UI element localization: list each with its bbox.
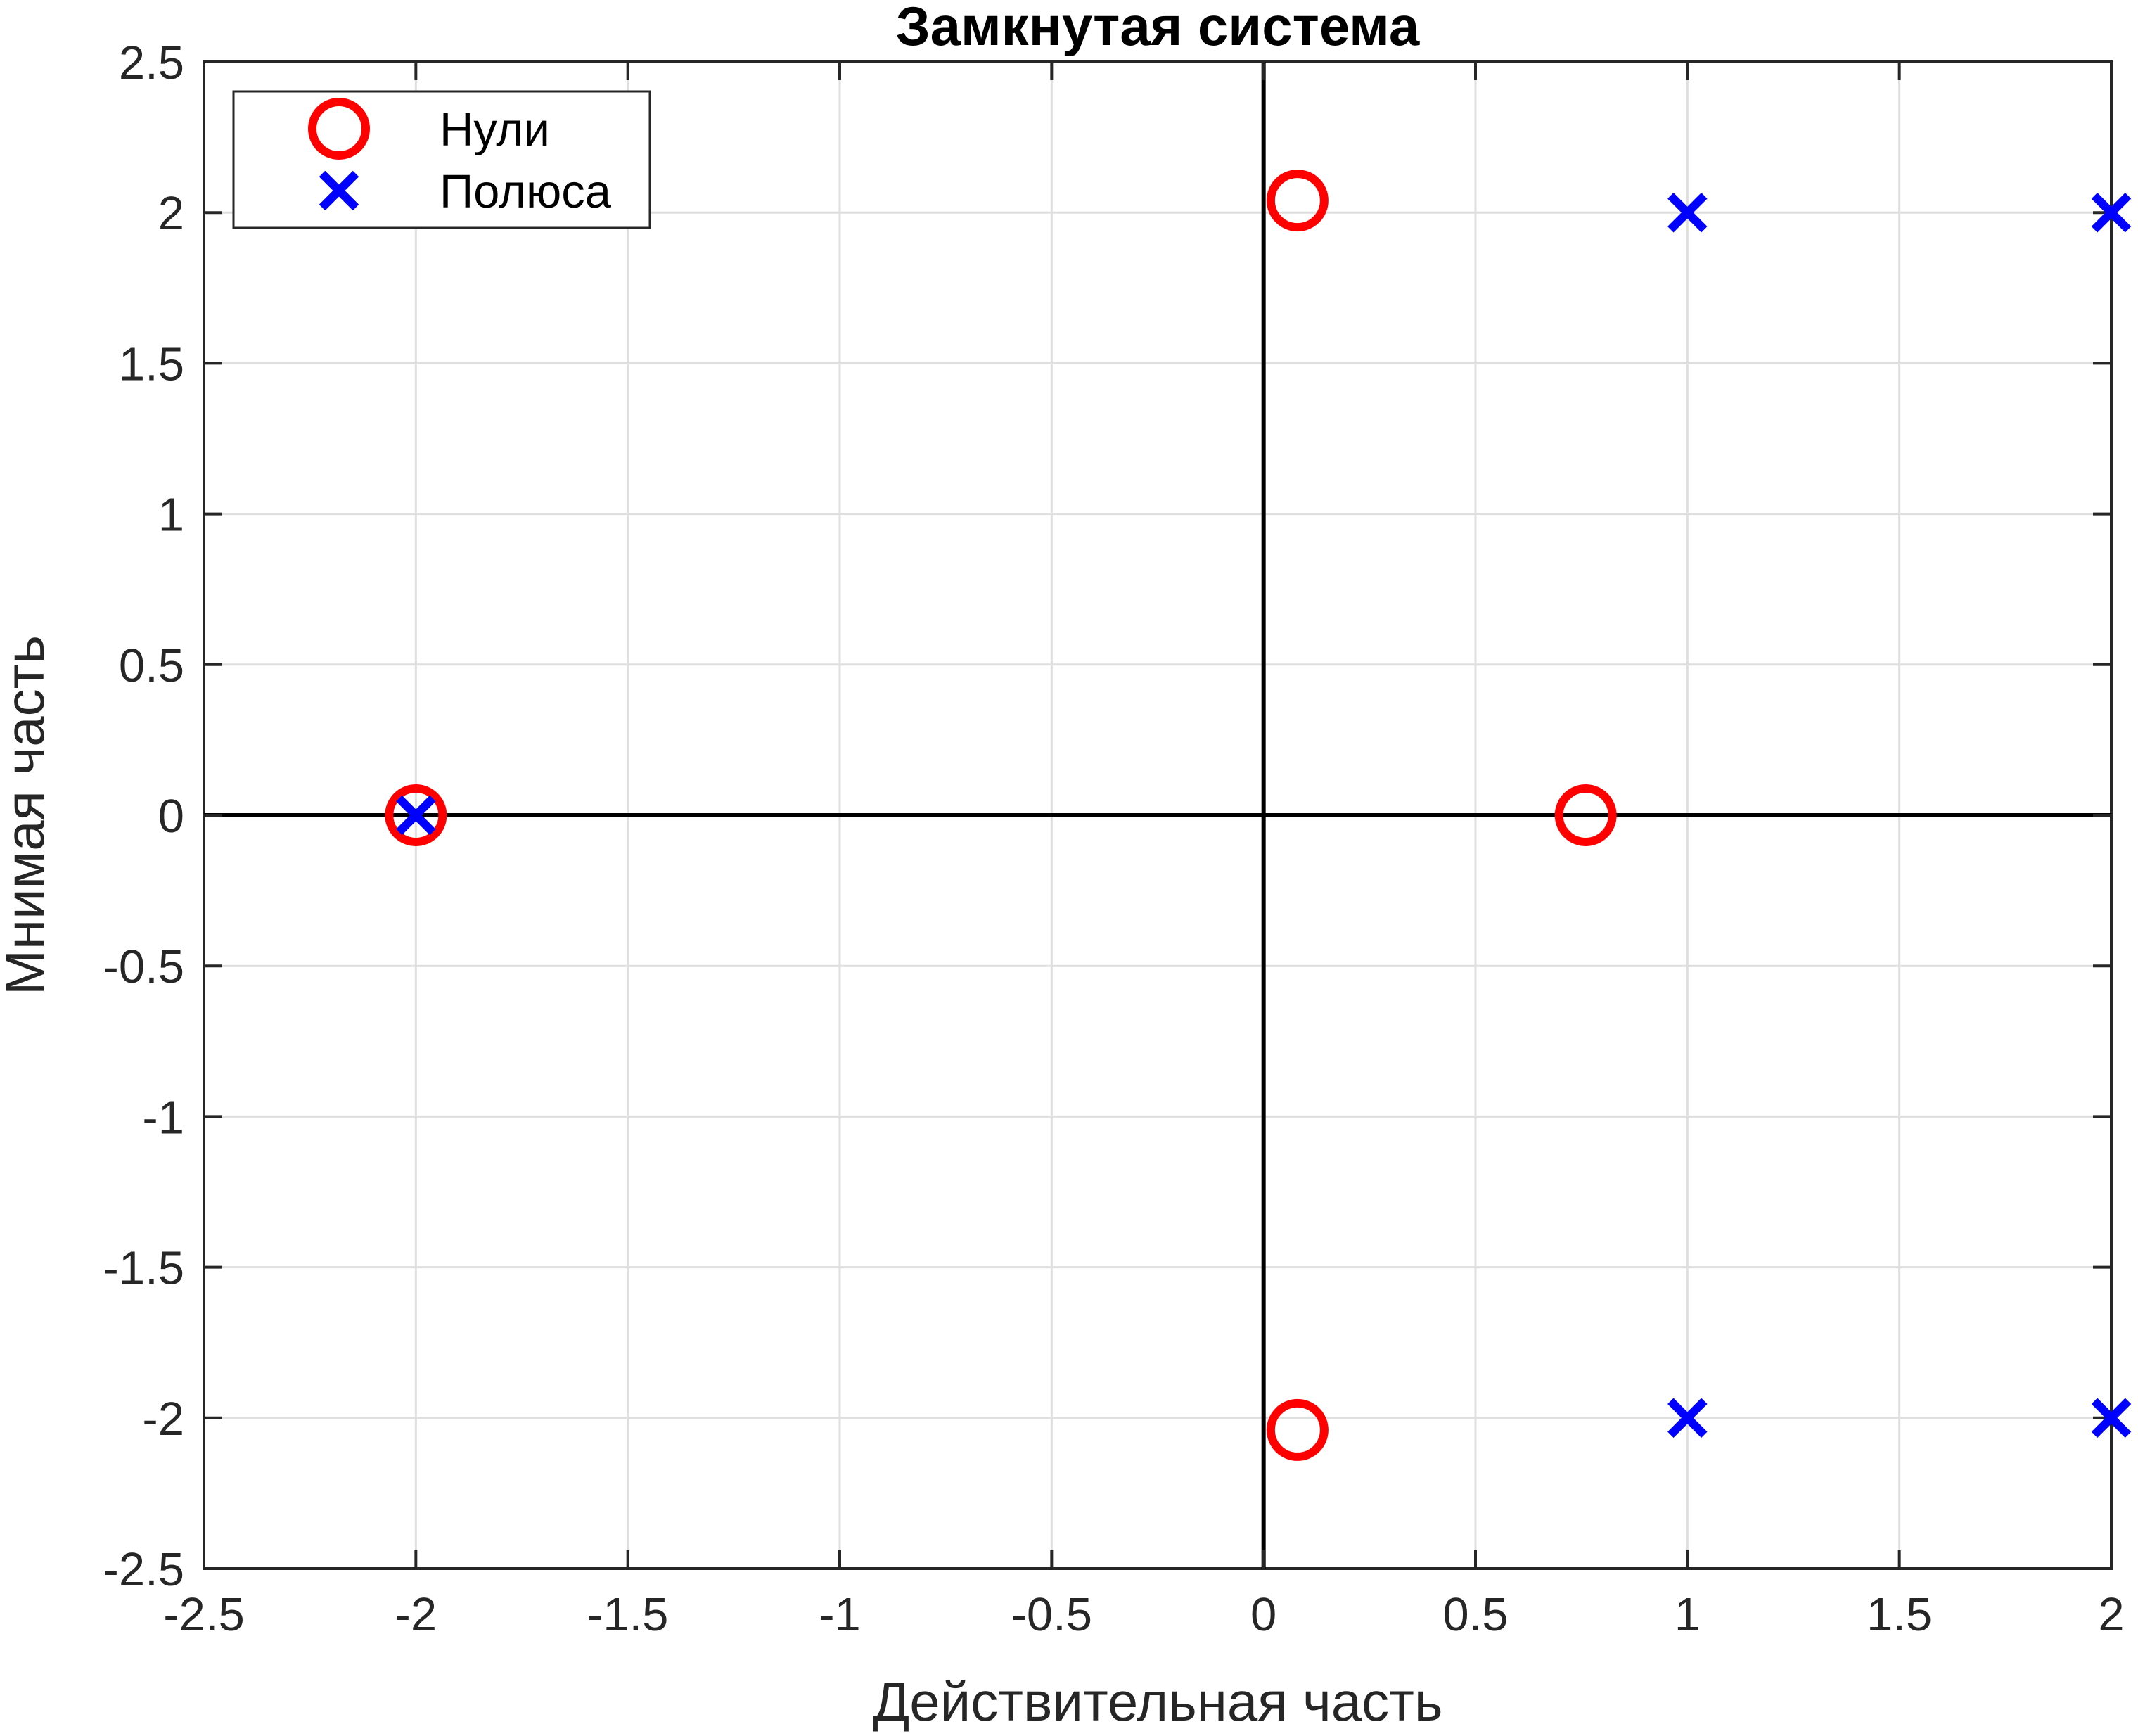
legend-box xyxy=(232,90,651,229)
zero-marker xyxy=(1554,784,1617,846)
data-markers xyxy=(385,170,2132,1461)
y-tick-label: 0 xyxy=(158,790,184,843)
y-tick-label: 2.5 xyxy=(119,37,184,89)
x-tick-label: 0.5 xyxy=(1442,1588,1508,1641)
zero-axis-lines xyxy=(204,62,2111,1569)
y-tick-label: 1.5 xyxy=(119,338,184,390)
pole-marker xyxy=(396,795,436,836)
legend-label: Нули xyxy=(440,103,550,156)
zero-marker xyxy=(1266,1398,1329,1461)
y-tick-label: -2.5 xyxy=(103,1543,184,1596)
x-tick-label: -2.5 xyxy=(163,1588,244,1641)
legend-zero-marker xyxy=(308,98,370,160)
zero-marker xyxy=(1266,170,1329,232)
x-tick-label: -2 xyxy=(395,1588,437,1641)
x-axis-label: Действительная часть xyxy=(872,1671,1442,1732)
x-tick-label: 0 xyxy=(1250,1588,1276,1641)
y-tick-label: 0.5 xyxy=(119,639,184,692)
x-axis-ticks: -2.5 -2 -1.5 -1 -0.5 0 0.5 1 1.5 2 xyxy=(163,62,2125,1641)
x-tick-label: -1.5 xyxy=(587,1588,668,1641)
y-tick-label: 1 xyxy=(158,489,184,542)
pole-marker xyxy=(2091,1398,2132,1438)
y-tick-label: 2 xyxy=(158,187,184,240)
zero-marker xyxy=(385,784,447,846)
x-tick-label: -1 xyxy=(819,1588,861,1641)
y-tick-label: -1.5 xyxy=(103,1242,184,1295)
y-tick-label: -0.5 xyxy=(103,940,184,993)
y-tick-label: -1 xyxy=(142,1091,184,1144)
chart-title: Замкнутая система xyxy=(896,0,1420,57)
y-tick-label: -2 xyxy=(142,1393,184,1445)
x-tick-label: 2 xyxy=(2098,1588,2124,1641)
y-axis-label: Мнимая часть xyxy=(0,635,56,995)
y-axis-ticks: 2.5 2 1.5 1 0.5 0 -0.5 -1 -1.5 -2 -2.5 xyxy=(103,37,2111,1596)
x-tick-label: -0.5 xyxy=(1011,1588,1092,1641)
pole-marker xyxy=(2091,192,2132,233)
legend: Нули Полюса xyxy=(232,90,651,229)
legend-label: Полюса xyxy=(440,165,612,218)
pole-marker xyxy=(1667,192,1708,233)
x-tick-label: 1 xyxy=(1675,1588,1701,1641)
pole-marker xyxy=(1667,1398,1708,1438)
x-tick-label: 1.5 xyxy=(1867,1588,1932,1641)
legend-pole-marker xyxy=(319,170,359,211)
